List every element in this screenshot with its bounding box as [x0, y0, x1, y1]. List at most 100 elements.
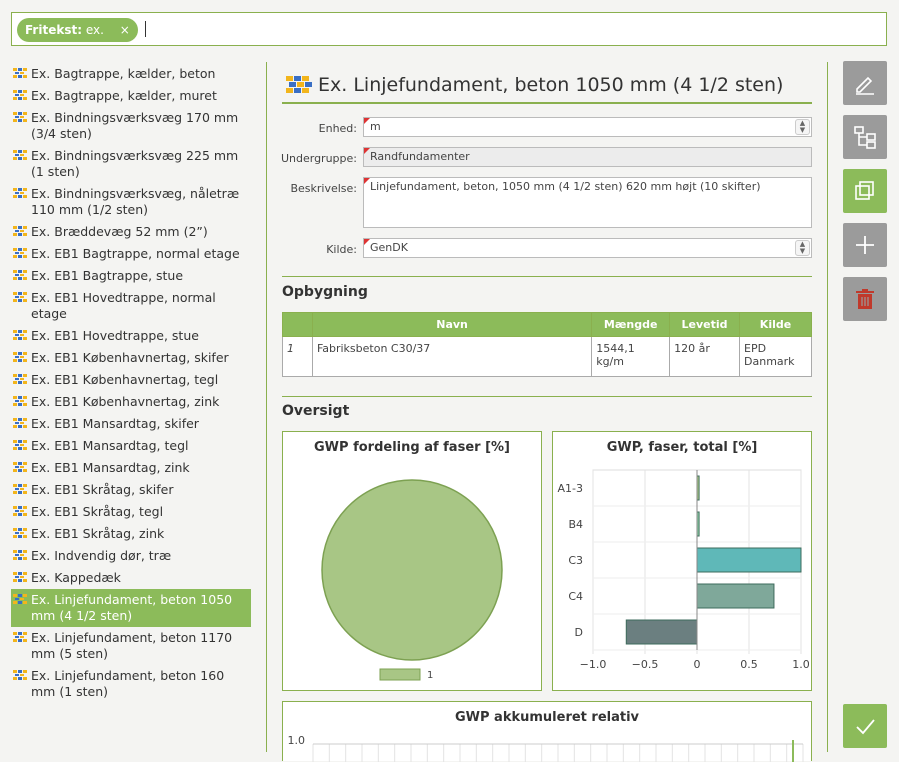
col-header[interactable]	[282, 312, 313, 337]
confirm-button[interactable]	[843, 704, 887, 748]
brick-icon	[13, 396, 27, 406]
col-header[interactable]: Levetid	[669, 312, 741, 337]
filter-bar[interactable]: Fritekst: ex. ×	[11, 12, 887, 46]
list-item-label: Ex. EB1 Københavnertag, zink	[31, 394, 220, 409]
list-item[interactable]: Ex. Linjefundament, beton 1050 mm (4 1/2…	[11, 589, 251, 627]
brick-icon	[13, 462, 27, 472]
list-item-label: Ex. EB1 Bagtrappe, normal etage	[31, 246, 240, 261]
beskrivelse-textarea[interactable]: Linjefundament, beton, 1050 mm (4 1/2 st…	[363, 177, 812, 228]
opbygning-table: Navn Mængde Levetid Kilde 1 Fabriksbeton…	[282, 312, 812, 377]
list-item[interactable]: Ex. EB1 Mansardtag, skifer	[11, 413, 251, 435]
divider	[282, 396, 812, 397]
category-label: A1-3	[558, 482, 584, 495]
divider	[282, 276, 812, 277]
list-item[interactable]: Ex. Bindningsværksvæg 225 mm (1 sten)	[11, 145, 251, 183]
brick-icon	[13, 506, 27, 516]
list-item-label: Ex. EB1 Mansardtag, skifer	[31, 416, 199, 431]
list-item[interactable]: Ex. EB1 Bagtrappe, normal etage	[11, 243, 251, 265]
edit-button[interactable]	[843, 61, 887, 105]
brick-icon	[13, 330, 27, 340]
list-item-label: Ex. Linjefundament, beton 1050 mm (4 1/2…	[31, 592, 233, 623]
plus-icon	[856, 236, 874, 254]
tick-label: 0	[694, 658, 701, 671]
spinner-icon[interactable]: ▲ ▼	[795, 240, 810, 256]
brick-icon	[13, 292, 27, 302]
list-item-label: Ex. Indvendig dør, træ	[31, 548, 172, 563]
enhed-select[interactable]: m ▲ ▼	[363, 117, 812, 137]
undergruppe-label: Undergruppe:	[280, 152, 357, 165]
col-header[interactable]: Mængde	[591, 312, 671, 337]
list-item[interactable]: Ex. Bindningsværksvæg 170 mm (3/4 sten)	[11, 107, 251, 145]
cell-navn: Fabriksbeton C30/37	[311, 336, 593, 377]
list-item[interactable]: Ex. Bagtrappe, kælder, muret	[11, 85, 251, 107]
list-item[interactable]: Ex. EB1 Skråtag, skifer	[11, 479, 251, 501]
list-item-label: Ex. Linjefundament, beton 160 mm (1 sten…	[31, 668, 225, 699]
list-item[interactable]: Ex. EB1 Skråtag, tegl	[11, 501, 251, 523]
list-item-label: Ex. EB1 Hovedtrappe, stue	[31, 328, 199, 343]
cell-kilde: EPD Danmark	[739, 336, 812, 377]
col-header[interactable]: Navn	[311, 312, 593, 337]
list-item[interactable]: Ex. EB1 Mansardtag, tegl	[11, 435, 251, 457]
kilde-label: Kilde:	[326, 243, 357, 256]
spinner-icon[interactable]: ▲ ▼	[795, 119, 810, 135]
filter-chip[interactable]: Fritekst: ex. ×	[17, 18, 138, 42]
brick-icon	[13, 112, 27, 122]
copy-button[interactable]	[843, 169, 887, 213]
kilde-select[interactable]: GenDK ▲ ▼	[363, 238, 812, 258]
brick-icon	[13, 188, 27, 198]
list-item[interactable]: Ex. EB1 Skråtag, zink	[11, 523, 251, 545]
brick-icon	[13, 670, 27, 680]
list-item[interactable]: Ex. EB1 Københavnertag, skifer	[11, 347, 251, 369]
brick-icon	[13, 528, 27, 538]
component-list[interactable]: Ex. Bagtrappe, kælder, beton Ex. Bagtrapp…	[11, 63, 251, 749]
list-item-label: Ex. Linjefundament, beton 1170 mm (5 ste…	[31, 630, 233, 661]
list-item-label: Ex. EB1 Københavnertag, skifer	[31, 350, 229, 365]
list-item[interactable]: Ex. Kappedæk	[11, 567, 251, 589]
line-chart: 1.0	[288, 734, 804, 762]
close-icon[interactable]: ×	[119, 23, 130, 37]
brick-icon	[13, 68, 27, 78]
pie-chart-panel: GWP fordeling af faser [%] 1	[282, 431, 542, 691]
list-item[interactable]: Ex. Linjefundament, beton 160 mm (1 sten…	[11, 665, 251, 703]
list-item[interactable]: Ex. EB1 Hovedtrappe, normal etage	[11, 287, 251, 325]
hierarchy-button[interactable]	[843, 115, 887, 159]
table-row[interactable]: 1 Fabriksbeton C30/37 1544,1 kg/m 120 år…	[282, 336, 812, 377]
list-item[interactable]: Ex. Bagtrappe, kælder, beton	[11, 63, 251, 85]
beskrivelse-value: Linjefundament, beton, 1050 mm (4 1/2 st…	[370, 180, 761, 193]
col-header[interactable]: Kilde	[739, 312, 812, 337]
brick-icon	[286, 76, 312, 93]
list-item[interactable]: Ex. EB1 Københavnertag, zink	[11, 391, 251, 413]
list-item-label: Ex. Kappedæk	[31, 570, 121, 585]
list-item[interactable]: Ex. EB1 Bagtrappe, stue	[11, 265, 251, 287]
brick-icon	[13, 572, 27, 582]
bar-chart-panel: GWP, faser, total [%] −1.0 −0.5 0 0.5 1.0 A1-…	[552, 431, 812, 691]
category-label: C4	[568, 590, 583, 603]
legend-label: 1	[427, 670, 433, 681]
delete-button[interactable]	[843, 277, 887, 321]
page-title: Ex. Linjefundament, beton 1050 mm (4 1/2…	[282, 62, 812, 104]
brick-icon	[13, 594, 27, 604]
brick-icon	[13, 150, 27, 160]
pie-slice	[321, 479, 503, 661]
list-item[interactable]: Ex. Linjefundament, beton 1170 mm (5 ste…	[11, 627, 251, 665]
category-label: D	[575, 626, 583, 639]
cell-index: 1	[282, 336, 313, 377]
list-item-label: Ex. EB1 Bagtrappe, stue	[31, 268, 184, 283]
list-item[interactable]: Ex. Brædde­væg 52 mm (2”)	[11, 221, 251, 243]
list-item[interactable]: Ex. EB1 Hovedtrappe, stue	[11, 325, 251, 347]
list-item[interactable]: Ex. EB1 Mansardtag, zink	[11, 457, 251, 479]
list-item-label: Ex. Bindningsværksvæg 225 mm (1 sten)	[31, 148, 239, 179]
undergruppe-value: Randfundamenter	[370, 150, 470, 163]
list-item-label: Ex. Bindningsværksvæg, nåletræ 110 mm (1…	[31, 186, 240, 217]
line-chart-panel: GWP akkumuleret relativ 1.0	[282, 701, 812, 762]
checkmark-icon	[856, 719, 875, 735]
add-button[interactable]	[843, 223, 887, 267]
bar	[696, 547, 802, 573]
enhed-label: Enhed:	[318, 122, 357, 135]
tick-label: −1.0	[580, 658, 607, 671]
list-item[interactable]: Ex. EB1 Københavnertag, tegl	[11, 369, 251, 391]
list-item[interactable]: Ex. Indvendig dør, træ	[11, 545, 251, 567]
list-item-label: Ex. EB1 Mansardtag, tegl	[31, 438, 189, 453]
trash-icon	[856, 289, 874, 309]
list-item[interactable]: Ex. Bindningsværksvæg, nåletræ 110 mm (1…	[11, 183, 251, 221]
